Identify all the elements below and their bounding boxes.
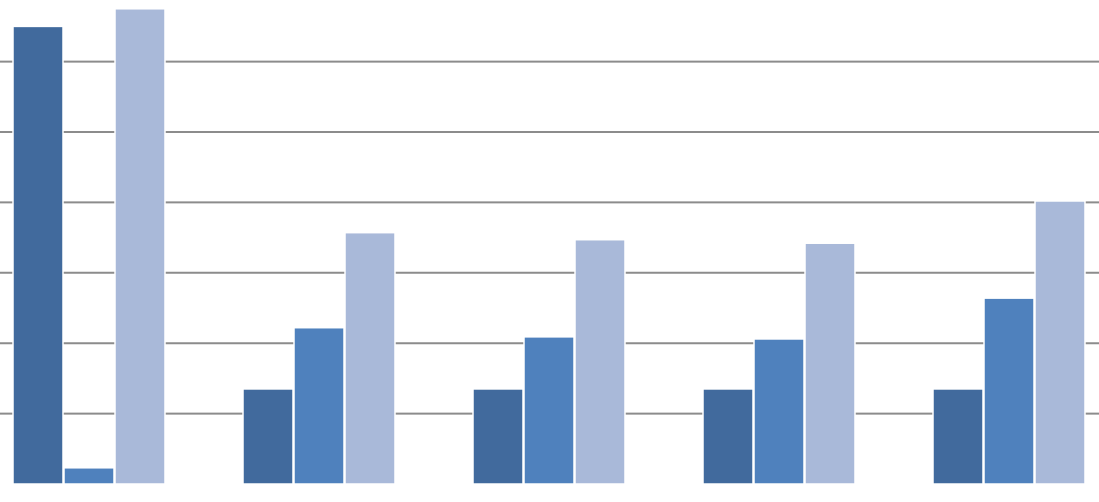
bar bbox=[63, 467, 115, 485]
bar bbox=[804, 242, 856, 485]
bar bbox=[344, 231, 396, 485]
bar bbox=[753, 338, 805, 485]
bar bbox=[12, 25, 64, 485]
bar bbox=[242, 388, 294, 485]
bar bbox=[523, 336, 575, 485]
bar bbox=[983, 297, 1035, 485]
bar bbox=[574, 238, 626, 485]
bar bbox=[472, 388, 524, 485]
bar bbox=[702, 388, 754, 485]
bar bbox=[932, 388, 984, 485]
bar bbox=[293, 326, 345, 485]
bar bbox=[114, 8, 166, 485]
bar bbox=[1034, 200, 1086, 485]
